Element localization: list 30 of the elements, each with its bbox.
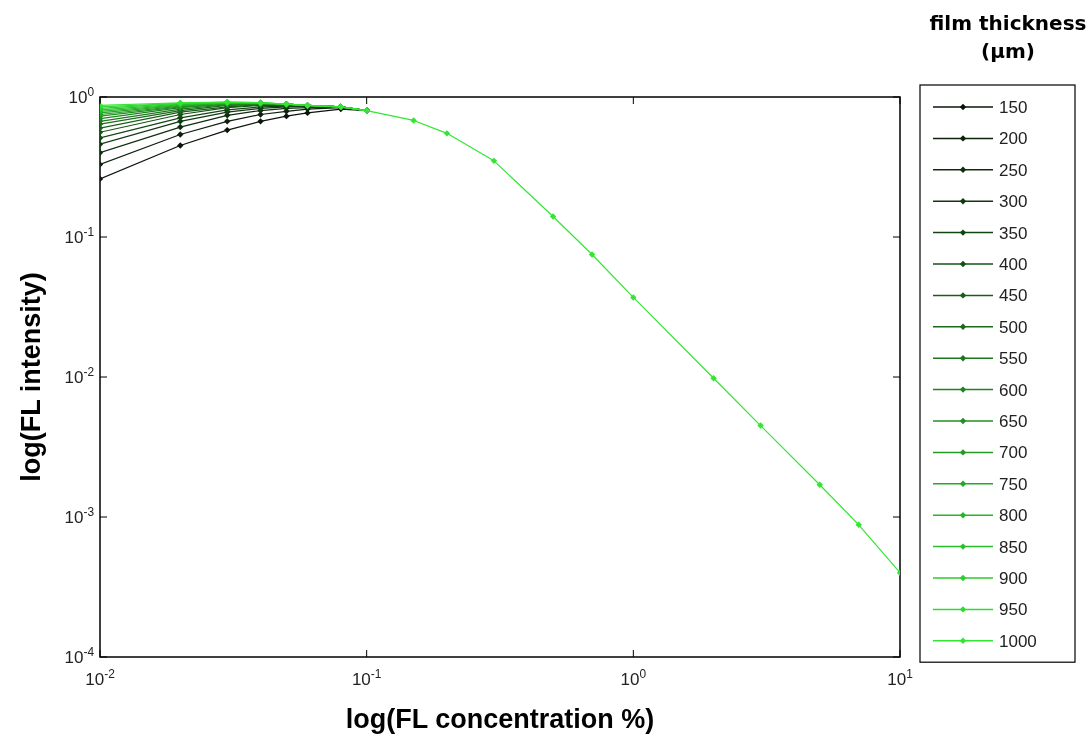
x-tick-label: 10$^{-2}$ xyxy=(85,667,116,689)
legend-label: 600 xyxy=(999,380,1028,400)
legend-label: 850 xyxy=(999,537,1028,557)
x-tick-label: 10$^{0}$ xyxy=(620,667,647,689)
legend-label: 800 xyxy=(999,506,1028,526)
y-tick-label: 10$^{-3}$ xyxy=(64,505,95,527)
legend-label: 900 xyxy=(999,569,1028,588)
legend-label: 450 xyxy=(999,286,1028,306)
legend-label: 1000 xyxy=(999,631,1037,651)
y-axis-title: log(FL intensity) xyxy=(16,272,46,482)
legend-label: 750 xyxy=(999,474,1028,494)
legend-label: 500 xyxy=(999,317,1028,337)
y-tick-label: 10$^{0}$ xyxy=(68,85,95,107)
y-tick-label: 10$^{-2}$ xyxy=(64,365,95,387)
legend-title: film thickness (μm) xyxy=(929,11,1087,63)
y-tick-label: 10$^{-1}$ xyxy=(64,225,95,247)
legend-label: 350 xyxy=(999,223,1028,243)
legend-label: 400 xyxy=(999,255,1028,274)
legend-label: 200 xyxy=(999,129,1028,149)
legend-label: 550 xyxy=(999,349,1028,369)
legend-label: 300 xyxy=(999,192,1028,212)
x-tick-label: 10$^{-1}$ xyxy=(351,667,382,689)
y-tick-label: 10$^{-4}$ xyxy=(64,645,95,667)
x-tick-label: 10$^{1}$ xyxy=(887,667,914,689)
legend-label: 650 xyxy=(999,412,1028,431)
x-axis-title: log(FL concentration %) xyxy=(345,704,655,734)
legend-label: 950 xyxy=(999,600,1028,620)
legend-label: 150 xyxy=(999,98,1028,117)
legend-label: 250 xyxy=(999,160,1028,180)
legend-label: 700 xyxy=(999,443,1028,463)
